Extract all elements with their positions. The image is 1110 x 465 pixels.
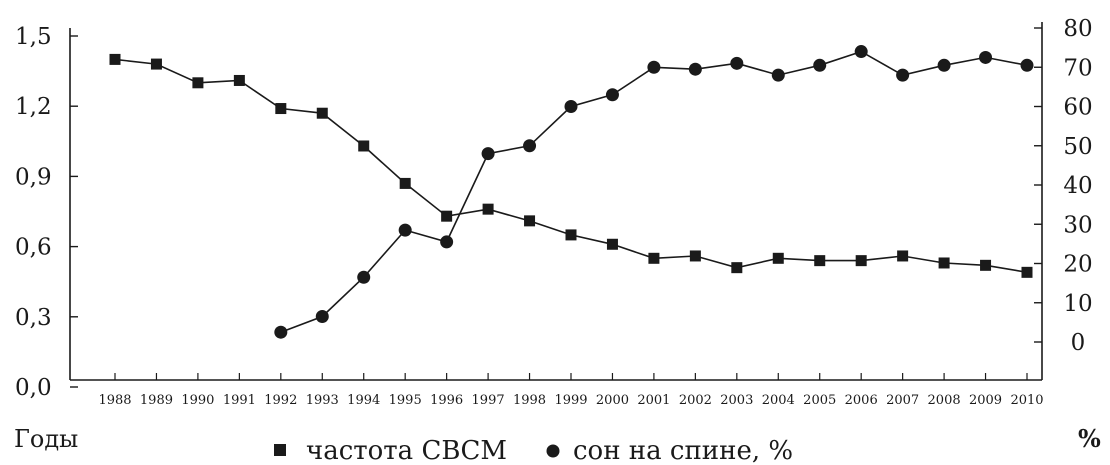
x-tick-label: 2002 bbox=[679, 393, 712, 408]
right-y-tick-label: 80 bbox=[1063, 16, 1092, 42]
x-tick-label: 2008 bbox=[928, 393, 961, 408]
sids-rate-point bbox=[233, 74, 245, 86]
x-tick-label: 2007 bbox=[886, 393, 919, 408]
sids-rate-point bbox=[731, 262, 743, 274]
sids-rate-point bbox=[772, 252, 784, 264]
right-y-tick-label: 20 bbox=[1063, 252, 1092, 278]
sids-rate-point bbox=[565, 229, 577, 241]
legend-label-sids: частота СВСМ bbox=[306, 436, 507, 465]
sids-rate-point bbox=[275, 103, 287, 115]
back-sleep-point bbox=[564, 100, 578, 113]
back-sleep-point bbox=[315, 309, 329, 323]
back-sleep-line bbox=[280, 50, 1028, 333]
sids-rate-point bbox=[648, 252, 660, 264]
left-y-tick-label: 1,2 bbox=[15, 94, 52, 120]
x-tick-label: 1999 bbox=[554, 393, 587, 408]
legend-square-marker bbox=[274, 444, 286, 456]
sids-rate-point bbox=[606, 238, 618, 250]
x-axis-label: Годы bbox=[14, 425, 78, 453]
sids-rate-point bbox=[441, 210, 453, 222]
series-markers bbox=[109, 45, 1034, 339]
x-tick-label: 2001 bbox=[637, 393, 670, 408]
x-tick-label: 2009 bbox=[969, 393, 1002, 408]
x-tick-label: 2010 bbox=[1010, 393, 1043, 408]
x-tick-label: 2004 bbox=[762, 393, 795, 408]
back-sleep-point bbox=[357, 270, 371, 284]
right-y-tick-label: 40 bbox=[1063, 173, 1092, 199]
legend-label-back-sleep: сон на спине, % bbox=[573, 436, 793, 465]
x-tick-label: 1991 bbox=[223, 393, 256, 408]
back-sleep-point bbox=[730, 56, 744, 70]
sids-rate-point bbox=[316, 107, 328, 119]
sids-rate-point bbox=[482, 203, 494, 215]
x-tick-label: 1993 bbox=[306, 393, 339, 408]
right-y-tick-label: 0 bbox=[1071, 330, 1086, 356]
back-sleep-point bbox=[979, 50, 993, 64]
sids-rate-point bbox=[897, 250, 909, 262]
back-sleep-point bbox=[688, 62, 702, 76]
x-tick-label: 1994 bbox=[347, 393, 380, 408]
sids-rate-point bbox=[109, 53, 121, 65]
sids-rate-point bbox=[192, 77, 204, 89]
legend-circle-marker bbox=[546, 444, 560, 458]
x-tick-label: 1996 bbox=[430, 393, 463, 408]
back-sleep-point bbox=[854, 45, 868, 59]
right-y-tick-label: 60 bbox=[1063, 95, 1092, 121]
back-sleep-point bbox=[896, 68, 910, 82]
x-tick-label: 1988 bbox=[98, 393, 131, 408]
sids-rate-point bbox=[524, 215, 536, 227]
sids-rate-point bbox=[399, 177, 411, 189]
sids-rate-point bbox=[814, 255, 826, 267]
sids-rate-point bbox=[1021, 266, 1033, 278]
x-tick-label: 2000 bbox=[596, 393, 629, 408]
back-sleep-point bbox=[605, 88, 619, 102]
x-tick-label: 1997 bbox=[472, 393, 505, 408]
back-sleep-point bbox=[647, 60, 661, 74]
back-sleep-point bbox=[481, 147, 495, 161]
x-tick-label: 1990 bbox=[181, 393, 214, 408]
sids-rate-point bbox=[855, 255, 867, 267]
left-y-tick-label: 0,6 bbox=[15, 235, 52, 261]
sids-rate-point bbox=[150, 58, 162, 70]
x-tick-label: 2006 bbox=[845, 393, 878, 408]
sids-rate-point bbox=[938, 257, 950, 269]
x-tick-label: 2005 bbox=[803, 393, 836, 408]
right-y-tick-label: 50 bbox=[1063, 134, 1092, 160]
right-y-tick-label: 10 bbox=[1063, 291, 1092, 317]
back-sleep-point bbox=[813, 58, 827, 72]
series-lines bbox=[114, 50, 1028, 333]
back-sleep-point bbox=[523, 139, 537, 153]
x-tick-label: 1995 bbox=[389, 393, 422, 408]
right-y-tick-label: 70 bbox=[1063, 55, 1092, 81]
back-sleep-point bbox=[771, 68, 785, 82]
axes: 0,0 0,3 0,6 0,9 1,2 1,5 0 10 20 30 40 50 60 70 80 1988 1… bbox=[15, 16, 1093, 408]
back-sleep-point bbox=[274, 325, 288, 339]
x-tick-label: 1992 bbox=[264, 393, 297, 408]
right-y-tick-label: 30 bbox=[1063, 212, 1092, 238]
left-y-tick-label: 0,0 bbox=[15, 375, 52, 401]
sids-rate-point bbox=[980, 259, 992, 271]
legend: частота СВСМ сон на спине, % bbox=[274, 436, 793, 465]
sids-rate-point bbox=[689, 250, 701, 262]
back-sleep-point bbox=[440, 235, 454, 249]
left-y-tick-label: 0,9 bbox=[15, 164, 52, 190]
x-tick-label: 2003 bbox=[720, 393, 753, 408]
left-y-tick-label: 1,5 bbox=[15, 24, 52, 50]
sids-rate-point bbox=[358, 140, 370, 152]
x-tick-label: 1989 bbox=[140, 393, 173, 408]
right-axis-unit-label: % bbox=[1078, 424, 1101, 453]
x-tick-label: 1998 bbox=[513, 393, 546, 408]
back-sleep-point bbox=[398, 223, 412, 237]
back-sleep-point bbox=[1020, 58, 1034, 72]
back-sleep-point bbox=[937, 58, 951, 72]
left-y-tick-label: 0,3 bbox=[15, 305, 52, 331]
